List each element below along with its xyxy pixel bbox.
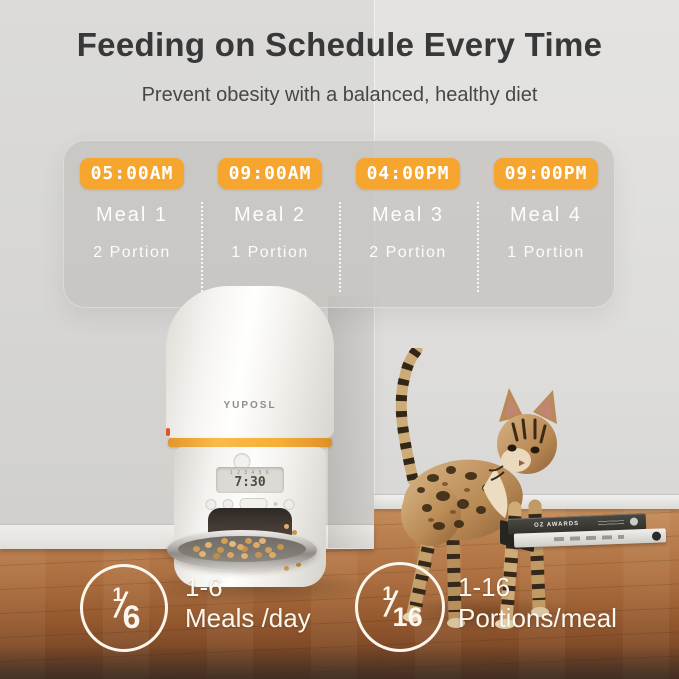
column-divider	[201, 202, 203, 292]
meals-per-day-badge: 1 / 6	[80, 564, 168, 652]
stainless-bowl	[167, 530, 317, 570]
book-logo-icon	[651, 531, 662, 541]
book-small-text	[597, 520, 625, 526]
feeder-hopper: YUPOSL	[166, 286, 334, 439]
fraction-numerator: 1	[382, 584, 393, 605]
fraction-denominator: 6	[122, 598, 141, 635]
round-button	[283, 498, 295, 510]
round-button	[205, 498, 217, 510]
pet-feeder-product: YUPOSL 1 2 3 4 5 6 7:30	[166, 286, 334, 598]
brand-logo: YUPOSL	[223, 400, 277, 411]
book-title: OZ AWARDS	[533, 520, 580, 529]
fraction-denominator: 16	[392, 601, 423, 632]
indicator-light	[166, 428, 170, 436]
fraction-1-6: 1 / 6	[110, 584, 140, 635]
time-badge: 04:00PM	[355, 158, 461, 189]
meal-name: Meal 4	[509, 204, 583, 226]
fraction-numerator: 1	[112, 585, 124, 606]
column-divider	[477, 202, 479, 292]
books: OZ AWARDS	[500, 512, 670, 554]
lcd-scale-marks: 1 2 3 4 5 6	[229, 470, 271, 476]
lcd-display: 1 2 3 4 5 6 7:30	[216, 467, 284, 493]
meals-per-day-text: 1-6 Meals /day	[185, 572, 311, 634]
book-small-text	[553, 534, 625, 542]
portion-label: 2 Portion	[93, 244, 171, 261]
meal-name: Meal 1	[95, 204, 169, 226]
portion-label: 1 Portion	[231, 244, 309, 261]
time-badge: 09:00AM	[217, 158, 323, 189]
portion-label: 1 Portion	[507, 244, 585, 261]
time-badge: 05:00AM	[79, 158, 185, 189]
page-title: Feeding on Schedule Every Time	[76, 26, 603, 63]
meal-column-1: 05:00AM Meal 1 2 Portion	[63, 140, 201, 308]
portions-per-meal-text: 1-16 Portions/meal	[458, 572, 617, 634]
meal-column-2: 09:00AM Meal 2 1 Portion	[201, 140, 339, 308]
feature-label: Meals /day	[185, 603, 311, 633]
meal-name: Meal 3	[371, 204, 445, 226]
time-badge: 09:00PM	[493, 158, 599, 189]
lcd-time: 7:30	[234, 475, 266, 490]
column-divider	[339, 202, 341, 292]
meal-column-3: 04:00PM Meal 3 2 Portion	[339, 140, 477, 308]
falling-kibble	[284, 524, 289, 529]
feeder-wall-shadow	[328, 296, 386, 548]
page-subtitle: Prevent obesity with a balanced, healthy…	[141, 84, 538, 106]
control-buttons	[205, 498, 295, 510]
orange-accent-band	[168, 438, 332, 447]
meal-name: Meal 2	[233, 204, 307, 226]
floor-vignette	[0, 645, 679, 679]
schedule-card: 05:00AM Meal 1 2 Portion 09:00AM Meal 2 …	[63, 140, 615, 308]
feature-range: 1-6	[185, 572, 223, 602]
feature-range: 1-16	[458, 572, 511, 602]
fraction-1-16: 1 / 16	[379, 583, 423, 632]
portion-label: 2 Portion	[369, 244, 447, 261]
meal-column-4: 09:00PM Meal 4 1 Portion	[477, 140, 615, 308]
dot-button	[273, 502, 278, 506]
feature-label: Portions/meal	[458, 603, 617, 633]
portions-per-meal-badge: 1 / 16	[355, 562, 445, 652]
kibble-in-bowl	[237, 544, 244, 550]
book-badge-icon	[629, 517, 639, 526]
